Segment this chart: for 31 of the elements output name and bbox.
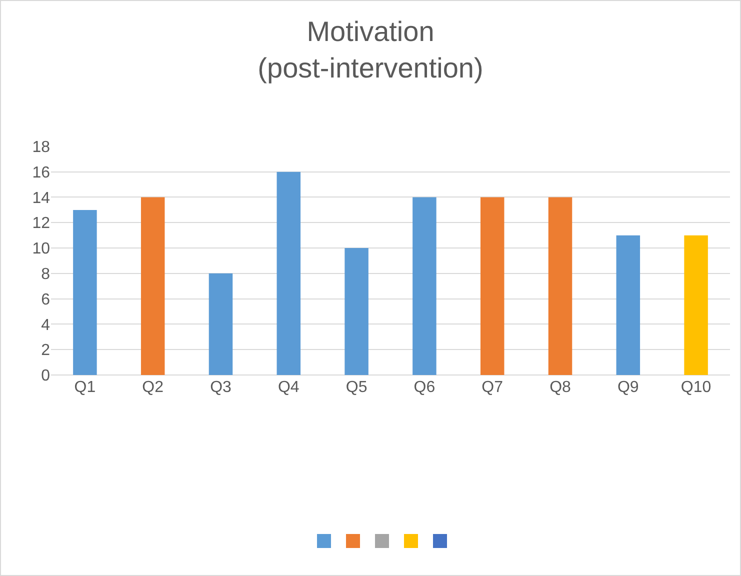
y-tick-label: 8 (41, 266, 50, 284)
y-tick-label: 2 (41, 342, 50, 360)
y-tick-label: 0 (41, 368, 50, 385)
x-tick-label: Q3 (210, 379, 232, 396)
x-tick-label: Q1 (74, 379, 96, 396)
x-tick-label: Q10 (680, 379, 712, 396)
bar (73, 210, 97, 375)
bar (344, 248, 368, 375)
y-tick-label: 10 (32, 240, 50, 258)
chart-title: Motivation (post-intervention) (258, 16, 484, 84)
x-tick-label: Q9 (617, 379, 639, 396)
bar (480, 197, 504, 375)
y-tick-label: 4 (41, 316, 50, 334)
bar (276, 172, 301, 375)
bar (412, 197, 436, 375)
y-tick-label: 18 (32, 139, 50, 156)
x-tick-label: Q8 (550, 379, 572, 396)
x-tick-label: Q6 (414, 379, 436, 396)
bar (208, 273, 233, 375)
y-tick-label: 6 (41, 291, 50, 308)
bar (140, 197, 165, 375)
x-tick-label: Q7 (482, 379, 504, 396)
bar (684, 235, 708, 375)
y-tick-label: 16 (32, 164, 50, 182)
x-tick-label: Q5 (346, 379, 368, 396)
y-tick-label: 12 (32, 215, 50, 232)
bar (616, 235, 640, 375)
bar (548, 197, 572, 375)
y-tick-label: 14 (32, 190, 50, 207)
x-tick-label: Q4 (278, 379, 300, 396)
x-tick-label: Q2 (142, 379, 164, 396)
